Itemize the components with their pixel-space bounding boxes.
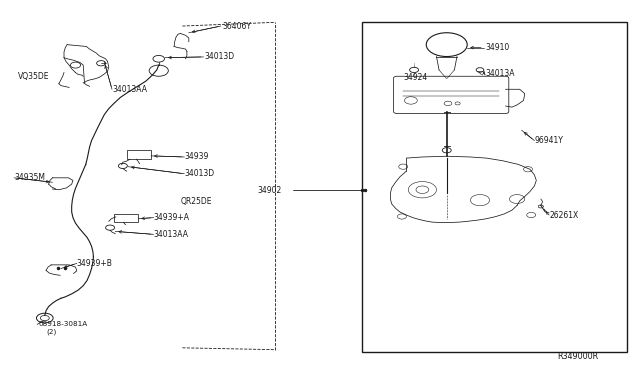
Text: 34013A: 34013A <box>485 69 515 78</box>
Text: 34924: 34924 <box>403 73 428 82</box>
Bar <box>127 150 151 159</box>
Text: 34910: 34910 <box>485 43 509 52</box>
Text: (2): (2) <box>46 328 56 335</box>
Text: 34902: 34902 <box>257 186 282 195</box>
Text: 26261X: 26261X <box>549 211 579 219</box>
Bar <box>114 214 138 222</box>
Text: 34939+B: 34939+B <box>77 259 113 268</box>
Text: 34013AA: 34013AA <box>112 85 147 94</box>
Text: 34939+A: 34939+A <box>154 213 189 222</box>
Bar <box>362 22 627 352</box>
Text: 36406Y: 36406Y <box>223 22 252 31</box>
Text: 34013AA: 34013AA <box>154 230 189 239</box>
Text: QR25DE: QR25DE <box>180 197 212 206</box>
Text: VQ35DE: VQ35DE <box>18 72 49 81</box>
Text: R349000R: R349000R <box>557 352 598 361</box>
Text: 34935M: 34935M <box>14 173 45 182</box>
Text: 34013D: 34013D <box>205 52 235 61</box>
Text: 34939: 34939 <box>184 153 209 161</box>
Text: 08918-3081A: 08918-3081A <box>38 321 88 327</box>
Text: 96941Y: 96941Y <box>534 136 563 145</box>
Text: 34013D: 34013D <box>184 169 214 178</box>
